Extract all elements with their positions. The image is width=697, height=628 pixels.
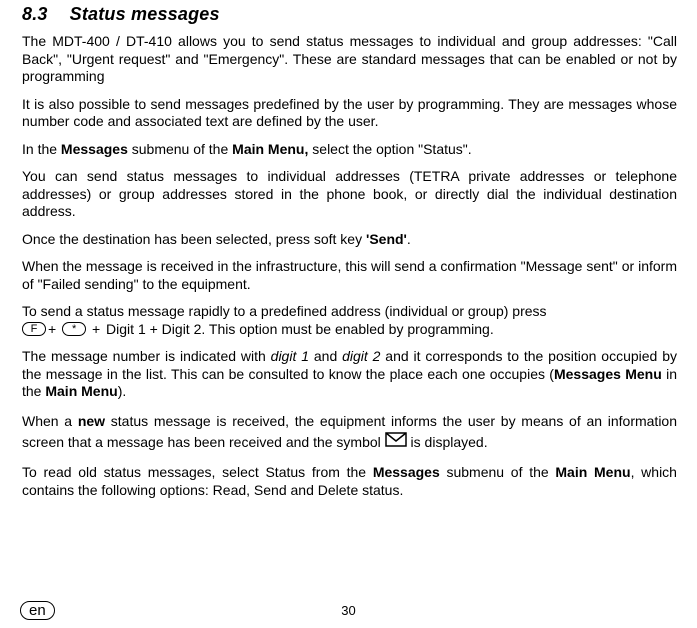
para-predefined: It is also possible to send messages pre… [22,96,677,131]
text: and [309,348,342,364]
page-number: 30 [0,603,697,618]
text: . [407,231,411,247]
para-new-msg: When a new status message is received, t… [22,411,677,455]
text: To read old status messages, select Stat… [22,464,373,480]
text: select the option "Status". [308,141,471,157]
plus-icon: + [92,321,100,337]
text: submenu of the [128,141,232,157]
text: status message is received, the equipmen… [22,413,677,451]
text: ). [118,383,127,399]
bold-messages-menu: Messages Menu [554,366,662,382]
para-intro: The MDT-400 / DT-410 allows you to send … [22,33,677,86]
para-confirm: When the message is received in the infr… [22,258,677,293]
text: The message number is indicated with [22,348,271,364]
text: When a [22,413,78,429]
bold-new: new [78,413,105,429]
key-f-icon: F [22,322,46,336]
bold-messages: Messages [373,464,440,480]
text: Once the destination has been selected, … [22,231,366,247]
para-digit: The message number is indicated with dig… [22,348,677,401]
section-heading: 8.3 Status messages [22,4,677,25]
para-submenu: In the Messages submenu of the Main Menu… [22,141,677,159]
italic-digit2: digit 2 [342,348,380,364]
page-footer: 30 en [0,603,697,618]
key-star-icon: * [62,322,86,336]
text: In the [22,141,61,157]
envelope-icon [385,432,407,454]
heading-title: Status messages [70,4,220,24]
language-badge: en [20,601,55,620]
bold-main-menu: Main Menu [45,383,117,399]
para-addresses: You can send status messages to individu… [22,168,677,221]
text: is displayed. [407,434,488,450]
para-shortcut: To send a status message rapidly to a pr… [22,303,677,338]
text: submenu of the [440,464,556,480]
bold-main-menu: Main Menu [555,464,630,480]
bold-send: 'Send' [366,231,407,247]
bold-messages: Messages [61,141,128,157]
para-send: Once the destination has been selected, … [22,231,677,249]
italic-digit1: digit 1 [271,348,309,364]
para-read-old: To read old status messages, select Stat… [22,464,677,499]
bold-main-menu: Main Menu, [232,141,308,157]
heading-number: 8.3 [22,4,48,24]
text: Digit 1 + Digit 2. This option must be e… [102,321,494,337]
text: To send a status message rapidly to a pr… [22,303,547,319]
plus-icon: + [48,321,56,337]
